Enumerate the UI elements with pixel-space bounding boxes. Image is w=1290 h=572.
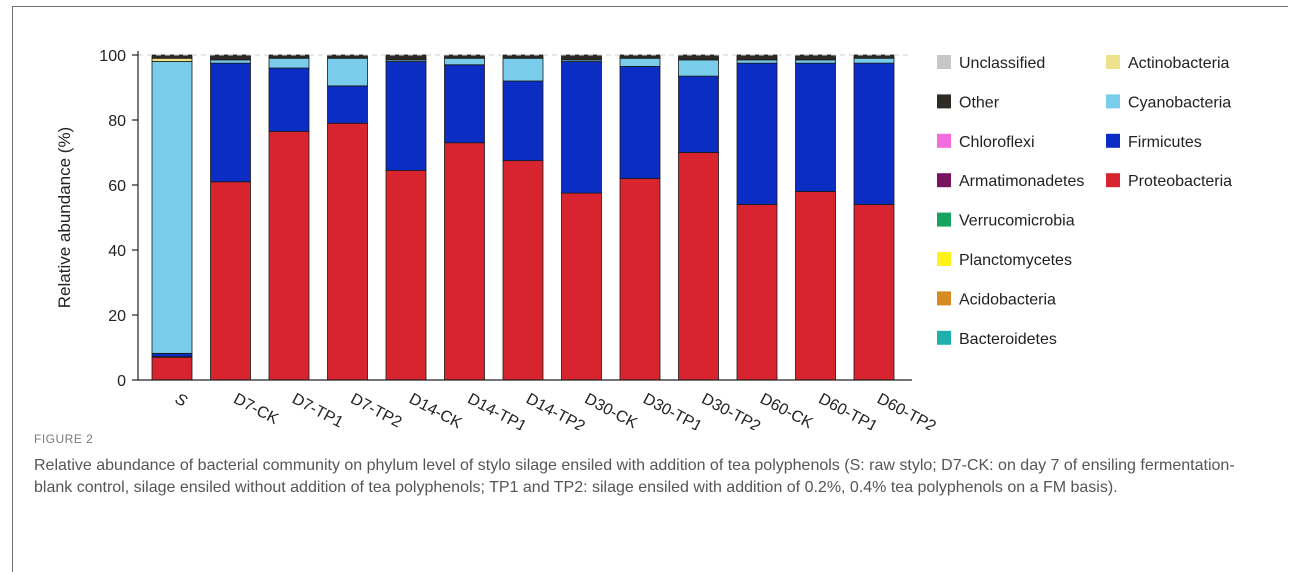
x-tick-label: D60-TP1	[816, 391, 881, 430]
legend-label-cyanobacteria: Cyanobacteria	[1128, 94, 1231, 111]
legend-swatch-actinobacteria	[1106, 55, 1120, 69]
legend-swatch-unclassified	[937, 55, 951, 69]
legend-label-firmicutes: Firmicutes	[1128, 134, 1202, 151]
legend: Unclassified Actinobacteria Other Cyanobact…	[937, 55, 1232, 348]
bar-segment-cyanobacteria-d60-tp1	[795, 59, 836, 64]
legend-label-proteobacteria: Proteobacteria	[1128, 173, 1232, 190]
bar-segment-other-s	[151, 54, 193, 59]
bar-segment-proteobacteria-d30-tp2	[678, 152, 719, 381]
x-tick-label: D14-TP1	[465, 391, 530, 430]
legend-swatch-chloroflexi	[937, 133, 951, 148]
figure-caption: Relative abundance of bacterial communit…	[34, 457, 1235, 496]
x-tick-label: D60-CK	[757, 391, 816, 430]
bar-segment-firmicutes-d30-tp2	[678, 75, 719, 153]
bar-segment-other-d30-tp1	[619, 54, 661, 59]
bar-segment-proteobacteria-d30-tp1	[619, 178, 661, 381]
bar-segment-firmicutes-d60-tp2	[853, 62, 895, 205]
legend-swatch-other	[937, 94, 951, 109]
bar-segment-other-d30-ck	[561, 54, 602, 61]
legend-label-armatimonadetes: Armatimonadetes	[959, 173, 1084, 190]
legend-swatch-verrucomicrobia	[937, 212, 951, 227]
legend-label-actinobacteria: Actinobacteria	[1128, 55, 1229, 72]
legend-swatch-planctomycetes	[937, 252, 951, 266]
bar-segment-actinobacteria-s	[151, 57, 193, 62]
bar-segment-other-d60-tp2	[853, 54, 895, 59]
bar-segment-proteobacteria-d7-tp1	[268, 130, 310, 381]
figure-label: FIGURE 2	[34, 432, 94, 446]
y-tick-label: 80	[108, 113, 126, 130]
bar-segment-firmicutes-d30-ck	[561, 61, 602, 194]
bar-segment-cyanobacteria-d60-ck	[736, 59, 778, 64]
bar-segment-proteobacteria-s	[151, 356, 193, 381]
bar-segment-other-d60-tp1	[795, 54, 836, 61]
bar-segment-cyanobacteria-d7-tp2	[327, 57, 368, 87]
bar-segment-firmicutes-d7-tp2	[327, 85, 368, 124]
bars-layer	[151, 54, 895, 381]
x-tick-label: D14-TP2	[523, 391, 588, 430]
legend-label-chloroflexi: Chloroflexi	[959, 134, 1035, 151]
x-tick-label: D14-CK	[406, 391, 465, 430]
legend-label-planctomycetes: Planctomycetes	[959, 252, 1072, 269]
x-tick-label: D7-TP1	[289, 391, 346, 430]
bar-segment-other-d30-tp2	[678, 54, 719, 61]
bar-segment-cyanobacteria-d7-ck	[210, 59, 251, 64]
y-tick-label: 20	[108, 308, 126, 325]
y-tick-label: 60	[108, 178, 126, 195]
y-tick-label: 0	[117, 373, 126, 390]
bar-segment-proteobacteria-d60-tp2	[853, 204, 895, 381]
bar-segment-firmicutes-d60-tp1	[795, 62, 836, 192]
legend-label-unclassified: Unclassified	[959, 55, 1045, 72]
bar-segment-cyanobacteria-s	[151, 61, 193, 354]
bar-segment-other-d60-ck	[736, 54, 778, 61]
bar-segment-cyanobacteria-d30-tp1	[619, 57, 661, 67]
x-tick-label: D30-TP2	[699, 391, 764, 430]
bar-segment-other-d7-tp1	[268, 54, 310, 59]
legend-swatch-firmicutes	[1106, 133, 1120, 148]
bar-segment-proteobacteria-d60-tp1	[795, 191, 836, 381]
bar-segment-firmicutes-d14-ck	[385, 61, 427, 171]
bar-segment-other-d14-ck	[385, 54, 427, 61]
y-tick-label: 100	[99, 48, 126, 65]
x-tick-label: D60-TP2	[874, 391, 939, 430]
bar-segment-proteobacteria-d14-tp2	[502, 160, 544, 381]
legend-swatch-armatimonadetes	[937, 173, 951, 188]
bar-segment-firmicutes-d60-ck	[736, 62, 778, 205]
legend-label-bacteroidetes: Bacteroidetes	[959, 331, 1057, 348]
bar-segment-proteobacteria-d30-ck	[561, 192, 602, 381]
bar-segment-firmicutes-d7-ck	[210, 62, 251, 183]
bar-segment-proteobacteria-d7-tp2	[327, 122, 368, 381]
bar-segment-proteobacteria-d60-ck	[736, 204, 778, 381]
x-tick-label: D30-CK	[582, 391, 641, 430]
bar-segment-cyanobacteria-d7-tp1	[268, 57, 310, 69]
bar-segment-other-d14-tp2	[502, 54, 544, 59]
legend-swatch-acidobacteria	[937, 291, 951, 306]
bar-segment-cyanobacteria-d60-tp2	[853, 57, 895, 64]
bar-segment-other-d7-ck	[210, 54, 251, 61]
legend-swatch-proteobacteria	[1106, 173, 1120, 188]
y-tick-label: 40	[108, 243, 126, 260]
bar-segment-proteobacteria-d14-tp1	[444, 142, 485, 381]
x-tick-label: S	[172, 391, 190, 411]
bar-segment-firmicutes-d30-tp1	[619, 65, 661, 179]
legend-label-verrucomicrobia: Verrucomicrobia	[959, 213, 1075, 230]
y-axis-title: Relative abundance (%)	[55, 127, 74, 308]
x-tick-label: D7-TP2	[348, 391, 405, 430]
bar-segment-cyanobacteria-d14-tp2	[502, 57, 544, 82]
figure-frame	[12, 6, 1288, 572]
bar-segment-firmicutes-d7-tp1	[268, 67, 310, 132]
legend-label-acidobacteria: Acidobacteria	[959, 291, 1056, 308]
bar-segment-firmicutes-s	[151, 352, 193, 358]
legend-swatch-cyanobacteria	[1106, 94, 1120, 109]
bar-segment-cyanobacteria-d14-tp1	[444, 57, 485, 66]
bar-segment-firmicutes-d14-tp2	[502, 80, 544, 162]
bar-segment-cyanobacteria-d30-tp2	[678, 59, 719, 77]
stacked-bar-chart: S D7-CK D7-TP1 D7-TP2 D14-CK D14-TP1D14-TP2D3…	[55, 48, 1232, 430]
x-tick-label: D30-TP1	[640, 391, 705, 430]
bar-segment-firmicutes-d14-tp1	[444, 64, 485, 144]
x-tick-label: D7-CK	[231, 391, 282, 429]
bar-segment-proteobacteria-d7-ck	[210, 181, 251, 381]
legend-label-other: Other	[959, 94, 1000, 111]
bar-segment-proteobacteria-d14-ck	[385, 169, 427, 381]
legend-swatch-bacteroidetes	[937, 330, 951, 345]
